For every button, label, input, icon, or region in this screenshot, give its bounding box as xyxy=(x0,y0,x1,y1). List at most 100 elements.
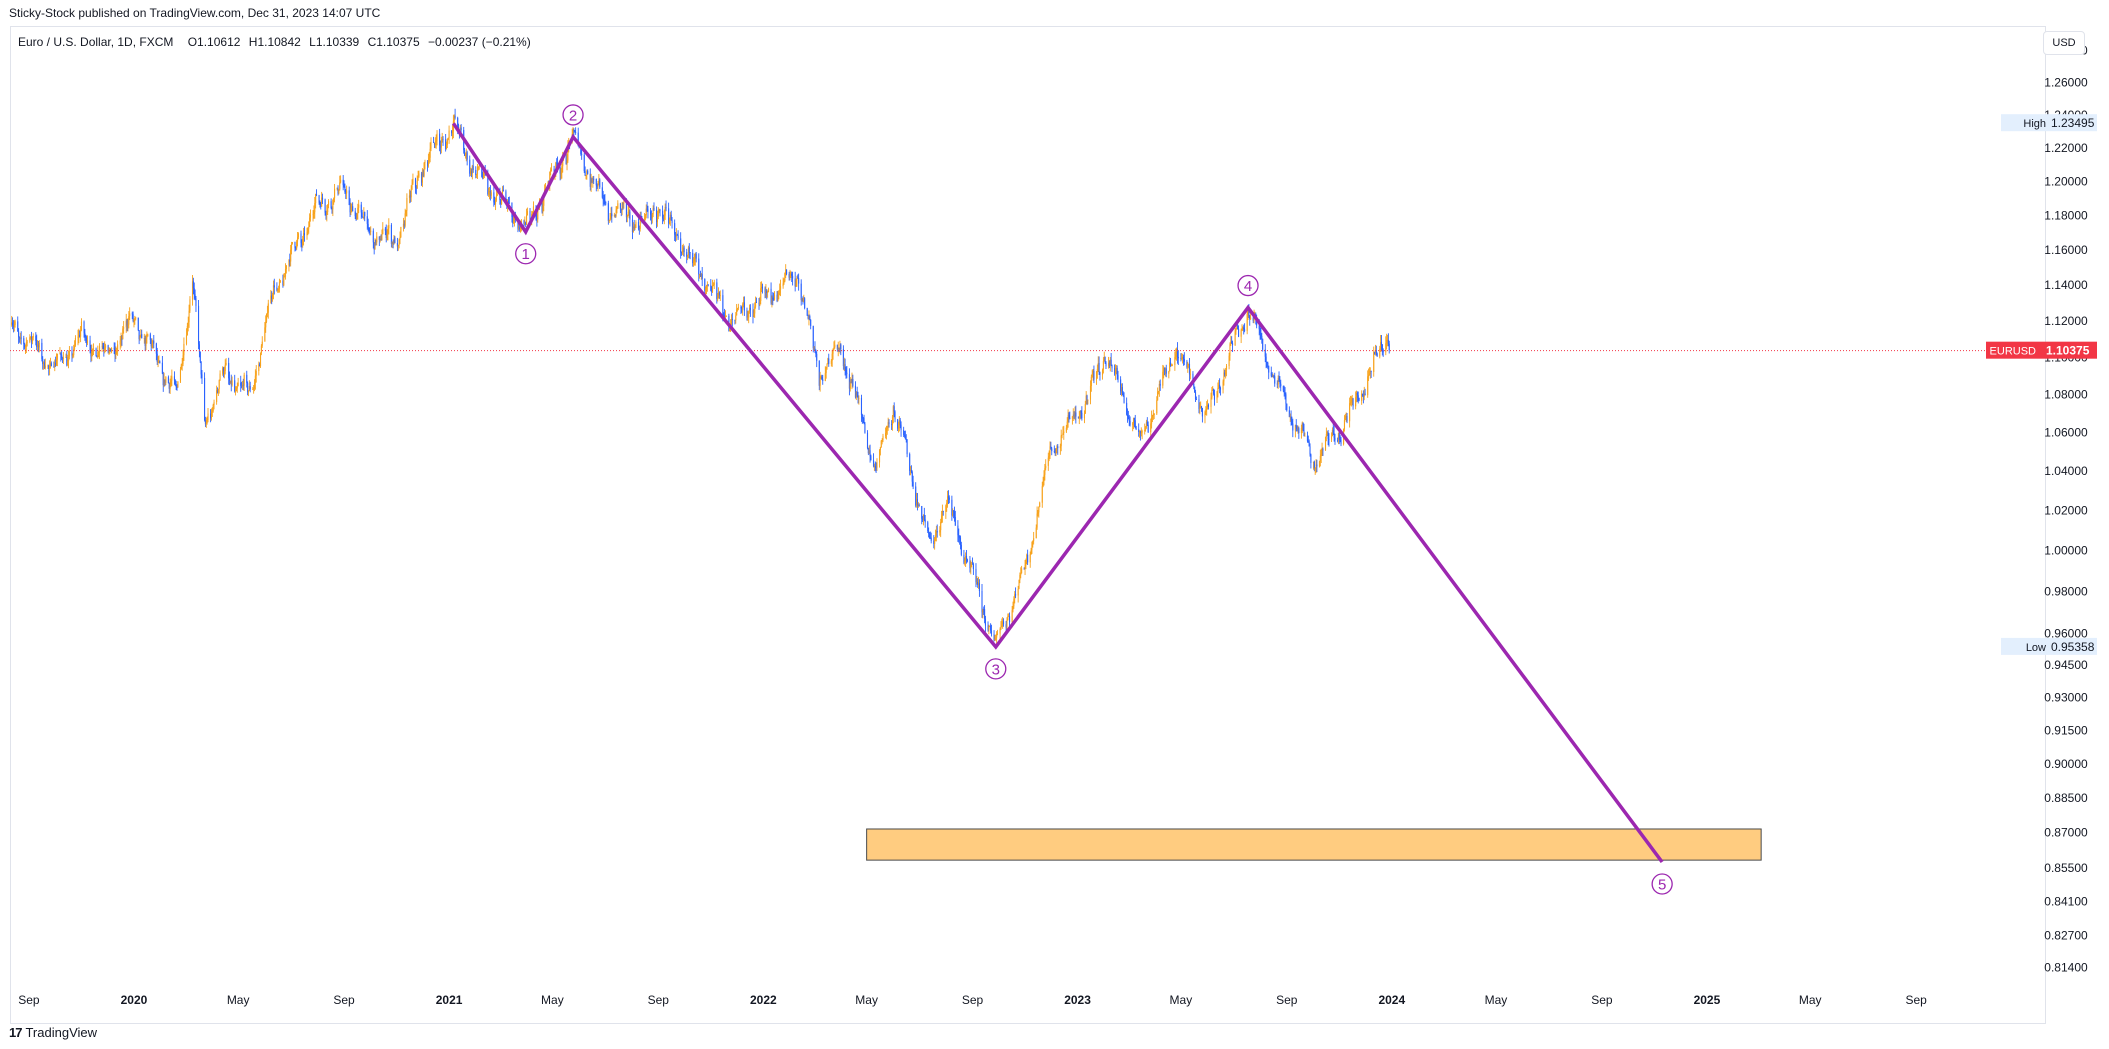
last-price-symbol: EURUSD xyxy=(1990,346,2037,358)
candle-body xyxy=(1206,407,1208,410)
candle-body xyxy=(300,233,302,244)
candle-body xyxy=(1122,393,1124,396)
candle-body xyxy=(388,224,390,229)
candle-body xyxy=(808,316,810,319)
candle-body xyxy=(384,228,386,231)
candle-body xyxy=(536,218,538,220)
published-by-line: Sticky-Stock published on TradingView.co… xyxy=(9,6,381,20)
candle-body xyxy=(922,514,925,520)
elliott-wave-line[interactable] xyxy=(451,122,1664,864)
candle-body xyxy=(1320,454,1322,457)
wave-label-4[interactable]: 4 xyxy=(1237,274,1259,297)
candle-body xyxy=(1120,387,1123,392)
candle-body xyxy=(622,203,624,205)
candle-body xyxy=(891,416,894,425)
candle-body xyxy=(1147,424,1149,433)
candle-body xyxy=(653,207,655,210)
wave-label-2[interactable]: 2 xyxy=(562,104,584,126)
y-tick-label: 0.94500 xyxy=(2044,658,2088,672)
candle-body xyxy=(149,334,151,340)
currency-button[interactable]: USD xyxy=(2043,31,2085,55)
candle-body xyxy=(135,317,137,319)
candle-body xyxy=(989,625,991,627)
candle-body xyxy=(367,223,369,228)
candle-body xyxy=(189,299,191,311)
candle-body xyxy=(176,386,178,388)
candle-body xyxy=(1334,437,1336,440)
candle-body xyxy=(972,564,974,569)
candle-body xyxy=(959,537,961,539)
wave-label-text: 4 xyxy=(1244,278,1252,295)
footer-brand[interactable]: 17 TradingView xyxy=(9,1024,97,1040)
candle-body xyxy=(405,210,407,214)
candle-body xyxy=(222,368,224,374)
candle-body xyxy=(297,233,299,238)
candle-body xyxy=(180,364,182,370)
wave-label-3[interactable]: 3 xyxy=(985,658,1007,680)
candle-body xyxy=(512,216,514,224)
candle-body xyxy=(1376,353,1378,357)
candle-body xyxy=(368,227,370,231)
candle-body xyxy=(289,260,291,262)
candle-body xyxy=(13,325,15,328)
candle-body xyxy=(693,261,695,264)
candle-body xyxy=(1126,414,1129,416)
candle-body xyxy=(259,353,262,367)
candle-body xyxy=(447,137,449,139)
candle-body xyxy=(1356,393,1358,396)
candle-body xyxy=(246,374,248,384)
candle-body xyxy=(237,382,239,387)
candle-body xyxy=(1298,428,1300,434)
wave-label-1[interactable]: 1 xyxy=(515,243,537,265)
candle-body xyxy=(796,277,798,281)
candle-body xyxy=(712,285,714,286)
footer-brand-text: TradingView xyxy=(25,1024,98,1040)
candle-body xyxy=(191,281,194,300)
candle-body xyxy=(671,220,673,224)
wave-label-5[interactable]: 5 xyxy=(1651,873,1673,895)
candle-body xyxy=(14,321,16,326)
candle-body xyxy=(351,206,353,209)
x-tick-label: Sep xyxy=(1905,993,1927,1007)
symbol-name[interactable]: Euro / U.S. Dollar, 1D, FXCM xyxy=(18,35,174,49)
candle-body xyxy=(959,537,962,545)
candle-body xyxy=(453,115,455,122)
candle-body xyxy=(591,179,593,182)
candle-body xyxy=(240,382,242,386)
candle-body xyxy=(1385,343,1387,353)
candle-body xyxy=(429,148,431,158)
candle-body xyxy=(1153,413,1155,415)
candle-body xyxy=(1108,362,1110,367)
candle-body xyxy=(430,142,432,149)
candle-body xyxy=(577,132,579,147)
candle-body xyxy=(96,356,98,358)
candle-body xyxy=(174,380,176,386)
candle-body xyxy=(1078,416,1080,419)
candle-body xyxy=(433,142,435,145)
candle-body xyxy=(981,590,983,613)
candle-body xyxy=(1386,339,1389,341)
candle-body xyxy=(66,357,68,366)
candle-body xyxy=(786,269,788,274)
candle-body xyxy=(1373,352,1375,372)
candle-body xyxy=(1109,359,1111,366)
candle-body xyxy=(623,201,625,204)
candle-body xyxy=(1134,420,1136,427)
y-tick-label: 0.93000 xyxy=(2044,691,2088,705)
candle-body xyxy=(814,347,816,351)
candle-body xyxy=(683,247,685,253)
target-zone-rect[interactable] xyxy=(866,828,1762,861)
candle-body xyxy=(639,217,641,229)
candle-body xyxy=(195,298,197,306)
candle-body xyxy=(464,154,466,156)
candle-body xyxy=(139,336,141,340)
candle-body xyxy=(1250,317,1252,320)
candle-body xyxy=(1129,420,1131,425)
candle-body xyxy=(441,139,443,143)
candle-body xyxy=(1062,432,1064,435)
candle-body xyxy=(668,208,670,224)
low-price-label-value: 0.95358 xyxy=(2051,640,2095,654)
candle-body xyxy=(614,215,616,217)
